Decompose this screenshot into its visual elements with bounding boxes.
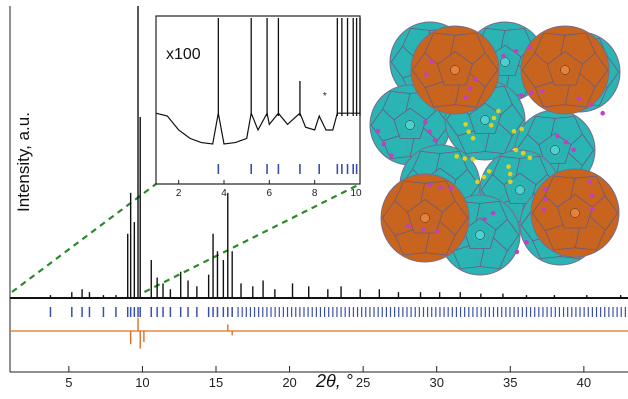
x-tick-label: 20 [282, 375, 296, 390]
framework-node [576, 96, 582, 101]
cyan-cage-guest [475, 230, 485, 240]
y-axis-label: Intensity, a.u. [14, 112, 33, 212]
framework-node [543, 197, 548, 202]
framework-node [514, 249, 520, 255]
framework-node [571, 147, 576, 153]
framework-node [466, 129, 471, 135]
framework-node [388, 153, 394, 158]
framework-node [508, 179, 513, 185]
framework-node [467, 86, 473, 91]
framework-node [588, 102, 594, 108]
cyan-cage-guest [480, 115, 490, 125]
framework-node [420, 227, 426, 232]
framework-node [462, 156, 468, 161]
framework-node [563, 139, 569, 145]
framework-node [429, 59, 434, 65]
x-tick-label: 5 [65, 375, 72, 390]
framework-node [590, 207, 595, 212]
inset-x-tick-label: 10 [350, 188, 362, 199]
framework-node [473, 77, 478, 82]
framework-node [423, 119, 428, 125]
framework-node [481, 174, 487, 180]
cyan-cage-guest [405, 120, 415, 130]
orange-cage-guest [420, 213, 430, 223]
framework-node [501, 54, 506, 59]
inset-x-tick-label: 8 [312, 188, 318, 199]
framework-node [434, 228, 440, 234]
x-tick-label: 10 [135, 375, 149, 390]
inset-background-curve [155, 111, 360, 145]
zoom-guide-left [11, 183, 157, 293]
framework-node [527, 44, 533, 50]
framework-node [527, 155, 533, 160]
framework-node [524, 239, 529, 245]
inset-x-tick-label: 4 [221, 188, 227, 199]
framework-node [496, 108, 501, 114]
framework-node [540, 89, 545, 94]
inset-scale-label: x100 [166, 46, 201, 63]
framework-node [463, 122, 468, 127]
x-tick-label: 25 [356, 375, 370, 390]
framework-node [491, 115, 497, 121]
x-tick-label: 40 [577, 375, 591, 390]
framework-node [486, 169, 492, 174]
framework-node [470, 135, 476, 141]
framework-node [555, 133, 560, 139]
crystal-structure-illustration [369, 21, 621, 276]
framework-node [543, 186, 548, 192]
framework-node [438, 185, 444, 190]
framework-node [507, 171, 513, 177]
framework-node [520, 150, 526, 156]
inset-x-tick-label: 6 [267, 188, 273, 199]
framework-node [529, 90, 534, 95]
framework-node [541, 207, 547, 213]
framework-node [470, 156, 476, 162]
framework-node [427, 182, 433, 188]
framework-node [423, 72, 429, 77]
inset-annotation-star: * [323, 91, 327, 102]
framework-node [463, 95, 469, 101]
framework-node [519, 126, 525, 132]
framework-node [454, 154, 460, 159]
cyan-cage-guest [500, 57, 510, 67]
x-tick-label: 30 [429, 375, 443, 390]
orange-cage-guest [450, 65, 460, 75]
framework-node [587, 179, 593, 185]
framework-node [506, 164, 511, 169]
framework-node [432, 137, 438, 143]
framework-node [406, 223, 411, 229]
framework-node [513, 48, 519, 54]
orange-cage-guest [570, 208, 580, 218]
framework-node [427, 129, 432, 134]
zoom-guide-right [143, 183, 361, 293]
x-tick-label: 15 [209, 375, 223, 390]
x-axis-label: 2θ, ° [316, 371, 353, 391]
framework-node [381, 141, 387, 147]
orange-cage-guest [560, 65, 570, 75]
x-tick-label: 35 [503, 375, 517, 390]
framework-node [448, 186, 454, 191]
cyan-cage-guest [550, 145, 560, 155]
framework-node [489, 123, 494, 128]
inset-x-tick-label: 2 [176, 188, 182, 199]
framework-node [513, 147, 519, 153]
framework-node [375, 128, 381, 134]
framework-node [482, 217, 487, 222]
inset-frame [155, 15, 361, 185]
framework-node [518, 93, 524, 98]
cyan-cage-guest [515, 185, 525, 195]
framework-node [589, 193, 595, 198]
framework-node [475, 179, 480, 185]
framework-node [511, 129, 517, 134]
framework-node [600, 110, 605, 116]
framework-node [490, 210, 496, 216]
